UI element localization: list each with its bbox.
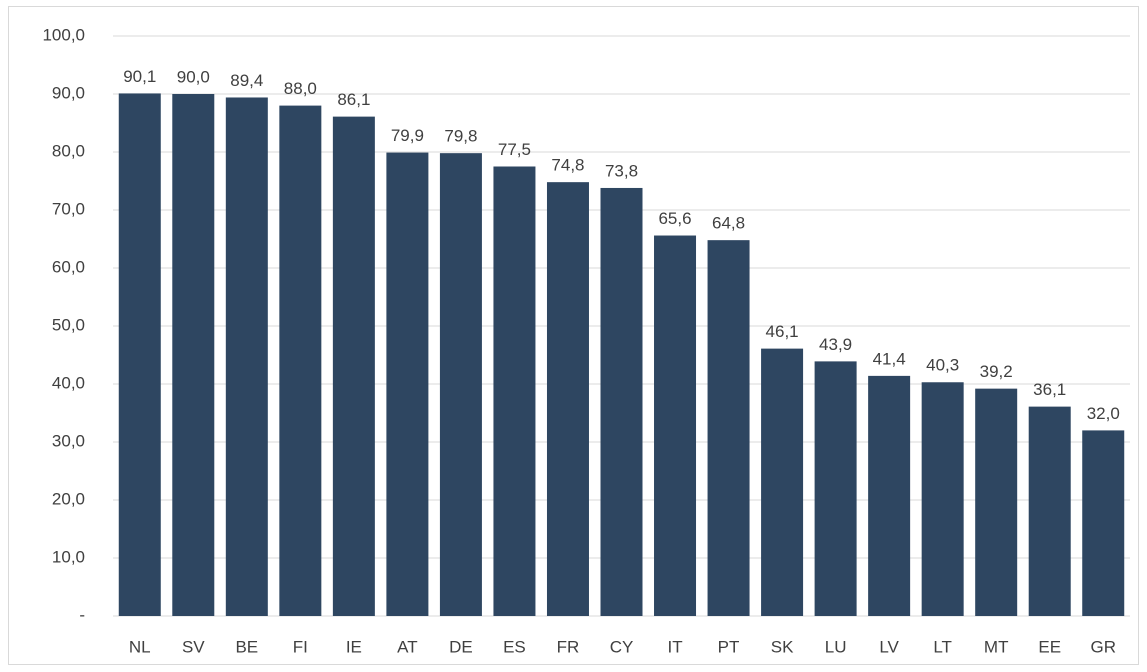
y-tick-label: 50,0 (52, 315, 85, 334)
bar (814, 361, 857, 616)
data-label: 86,1 (337, 90, 370, 109)
bar (654, 235, 697, 616)
bar (868, 375, 911, 616)
data-label: 89,4 (230, 71, 263, 90)
x-tick-label: NL (129, 637, 151, 656)
bar (225, 97, 268, 617)
x-tick-label: ES (503, 637, 526, 656)
x-tick-label: SK (771, 637, 794, 656)
bar (921, 382, 964, 616)
y-tick-label: 40,0 (52, 373, 85, 392)
x-tick-label: GR (1090, 637, 1116, 656)
y-tick-label: 90,0 (52, 83, 85, 102)
x-tick-label: IT (667, 637, 682, 656)
x-tick-label: IE (346, 637, 362, 656)
x-tick-label: FR (557, 637, 580, 656)
data-label: 77,5 (498, 140, 531, 159)
x-tick-label: DE (449, 637, 473, 656)
y-tick-label: 10,0 (52, 547, 85, 566)
data-label: 39,2 (980, 362, 1013, 381)
data-label: 46,1 (766, 322, 799, 341)
data-label: 43,9 (819, 335, 852, 354)
y-tick-label: 20,0 (52, 489, 85, 508)
x-tick-label: MT (984, 637, 1009, 656)
data-label: 90,0 (177, 67, 210, 86)
x-tick-label: LV (879, 637, 899, 656)
bar (332, 116, 375, 617)
data-label: 32,0 (1087, 404, 1120, 423)
bar (975, 388, 1018, 616)
x-tick-label: SV (182, 637, 205, 656)
x-tick-label: BE (235, 637, 258, 656)
bar (546, 182, 589, 616)
x-tick-label: FI (293, 637, 308, 656)
data-label: 73,8 (605, 161, 638, 180)
bar (1082, 430, 1125, 616)
y-tick-label: 80,0 (52, 141, 85, 160)
data-label: 36,1 (1033, 380, 1066, 399)
x-tick-label: PT (718, 637, 740, 656)
bar (600, 187, 643, 616)
bar (172, 94, 215, 616)
data-label: 40,3 (926, 356, 959, 375)
y-tick-label: 100,0 (42, 25, 85, 44)
y-tick-label: 70,0 (52, 199, 85, 218)
bar (439, 153, 482, 616)
data-label: 64,8 (712, 214, 745, 233)
x-tick-label: LT (933, 637, 952, 656)
bar (386, 152, 429, 616)
x-tick-label: AT (397, 637, 417, 656)
data-label: 41,4 (873, 349, 906, 368)
bar (279, 105, 322, 616)
y-tick-label: 30,0 (52, 431, 85, 450)
data-label: 88,0 (284, 79, 317, 98)
data-label: 79,9 (391, 126, 424, 145)
bar (761, 348, 804, 616)
data-label: 74,8 (551, 156, 584, 175)
data-label: 65,6 (658, 209, 691, 228)
bar (1028, 406, 1071, 616)
y-tick-label: - (79, 605, 85, 624)
data-label: 90,1 (123, 67, 156, 86)
x-tick-label: CY (610, 637, 634, 656)
data-label: 79,8 (444, 127, 477, 146)
bar (493, 166, 536, 616)
bar (118, 93, 161, 617)
x-tick-label: EE (1038, 637, 1061, 656)
bar (707, 240, 750, 616)
x-tick-label: LU (825, 637, 847, 656)
y-tick-label: 60,0 (52, 257, 85, 276)
